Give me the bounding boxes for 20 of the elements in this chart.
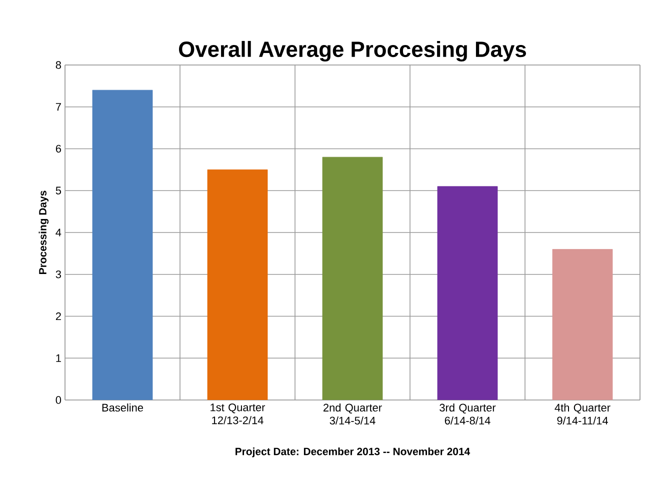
x-tick-label: 2nd Quarter 3/14-5/14 bbox=[324, 404, 382, 425]
y-tick-label: 2 bbox=[56, 312, 61, 320]
y-tick-label: 3 bbox=[56, 270, 61, 278]
x-axis-title: Project Date: December 2013 -- November 2014 bbox=[236, 448, 470, 458]
bar bbox=[207, 169, 268, 400]
chart-title: Overall Average Proccesing Days bbox=[178, 40, 526, 62]
x-tick-label: 1st Quarter 12/13-2/14 bbox=[210, 404, 266, 424]
y-tick-label: 6 bbox=[56, 144, 61, 153]
y-tick-label: 0 bbox=[56, 396, 62, 404]
y-tick-label: 1 bbox=[56, 354, 61, 362]
y-tick-label: 7 bbox=[56, 103, 61, 111]
x-tick-label: 3rd Quarter 6/14-8/14 bbox=[440, 404, 496, 425]
y-tick-label: 4 bbox=[56, 228, 62, 236]
bar bbox=[552, 249, 613, 400]
y-tick-label: 5 bbox=[56, 186, 62, 194]
x-tick-label: 4th Quarter 9/14-11/14 bbox=[554, 404, 610, 425]
x-tick-label: Baseline bbox=[102, 404, 144, 412]
y-tick-label: 8 bbox=[56, 61, 61, 69]
y-axis-title: Processing Days bbox=[38, 190, 49, 274]
bar bbox=[437, 186, 498, 400]
